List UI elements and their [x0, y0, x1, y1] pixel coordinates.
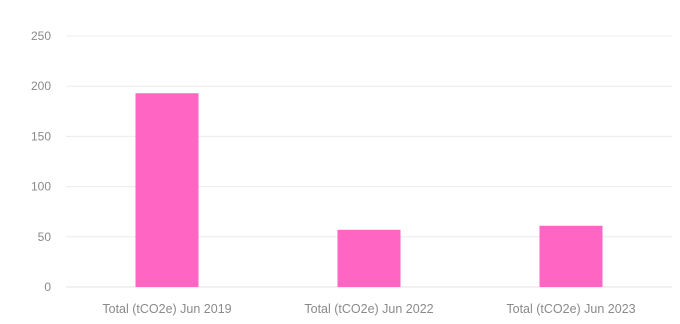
x-category-label: Total (tCO2e) Jun 2019 — [102, 302, 231, 316]
x-axis-labels: Total (tCO2e) Jun 2019 Total (tCO2e) Jun … — [102, 302, 635, 316]
bar — [539, 225, 603, 287]
y-axis-ticks: 0 50 100 150 200 250 — [31, 29, 51, 294]
y-tick-label: 250 — [31, 29, 51, 43]
x-category-label: Total (tCO2e) Jun 2023 — [506, 302, 635, 316]
bars — [135, 93, 603, 287]
y-tick-label: 50 — [38, 230, 52, 244]
y-tick-label: 100 — [31, 180, 51, 194]
bar — [135, 93, 199, 287]
y-tick-label: 200 — [31, 79, 51, 93]
x-category-label: Total (tCO2e) Jun 2022 — [304, 302, 433, 316]
y-tick-label: 150 — [31, 129, 51, 143]
bar — [337, 229, 401, 287]
y-tick-label: 0 — [44, 280, 51, 294]
